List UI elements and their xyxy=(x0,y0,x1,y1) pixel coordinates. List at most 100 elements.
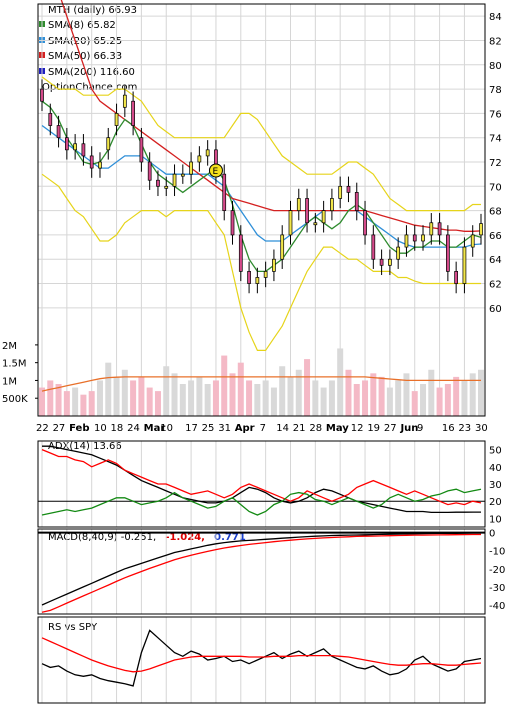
candle-body xyxy=(114,113,119,126)
candle-body xyxy=(131,100,135,126)
macd-vertical-grid xyxy=(41,529,465,614)
adx-tick-label: 20 xyxy=(489,497,502,508)
volume-bar xyxy=(80,394,87,416)
candle-body xyxy=(230,210,235,236)
volume-tick-label: 1M xyxy=(2,376,17,387)
macd-series-macd xyxy=(41,532,481,606)
volume-bar xyxy=(96,380,103,416)
candle-body xyxy=(288,210,293,236)
volume-bar xyxy=(179,384,186,416)
adx-vertical-grid xyxy=(41,441,465,527)
volume-bar xyxy=(370,373,377,416)
x-tick-label: 12 xyxy=(351,423,364,434)
earnings-marker-label: E xyxy=(212,167,218,177)
volume-bar xyxy=(312,380,319,416)
candle-body xyxy=(64,137,69,151)
bollinger-lower xyxy=(41,173,481,351)
candle-body xyxy=(346,185,351,193)
volume-bar xyxy=(212,380,219,416)
candle-body xyxy=(363,210,367,236)
price-tick-label: 82 xyxy=(489,36,502,47)
volume-bar xyxy=(320,387,327,416)
macd-tick-label: 0 xyxy=(489,529,495,540)
x-tick-label: 9 xyxy=(417,423,423,434)
x-tick-label: 10 xyxy=(94,423,107,434)
volume-bar xyxy=(279,366,286,416)
volume-bar xyxy=(453,376,460,416)
candle-body xyxy=(379,258,384,266)
x-tick-label: 10 xyxy=(160,423,173,434)
candle-body xyxy=(238,234,243,272)
candle-body xyxy=(247,271,251,284)
volume-bar xyxy=(146,387,153,416)
candles xyxy=(40,79,483,294)
x-tick-label: Mar xyxy=(144,423,166,434)
candle-body xyxy=(48,113,53,126)
candle-body xyxy=(222,173,227,211)
volume-bar xyxy=(188,380,195,416)
adx-tick-label: 50 xyxy=(489,446,502,457)
macd-series-signal xyxy=(41,533,481,613)
volume-bar xyxy=(72,387,79,416)
volume-bar xyxy=(262,380,269,416)
x-tick-label: 28 xyxy=(309,423,322,434)
volume-bar xyxy=(47,380,54,416)
macd-title: MACD(8,40,9) -0.251, -1.024, 0.771 xyxy=(48,532,246,543)
adx-title: ADX(14) 13.66 xyxy=(48,441,122,452)
price-tick-label: 62 xyxy=(489,280,502,291)
volume-bar xyxy=(386,387,393,416)
candle-body xyxy=(180,173,185,177)
adx-series-di xyxy=(41,488,482,516)
candle-body xyxy=(296,198,301,211)
rs-series-rs-ma xyxy=(41,637,482,673)
price-tick-label: 80 xyxy=(489,61,502,72)
volume-bar xyxy=(196,376,203,416)
candle-body xyxy=(73,143,77,151)
volume-bar xyxy=(444,384,451,416)
candle-body xyxy=(122,94,127,108)
adx-series-adx xyxy=(42,445,481,514)
volume-bar xyxy=(353,384,360,416)
candle-body xyxy=(89,155,94,169)
volume-tick-label: 500K xyxy=(2,394,28,405)
legend-sma50: SMA(50) 66.33 xyxy=(48,51,122,62)
candle-body xyxy=(338,185,343,199)
x-tick-label: 17 xyxy=(185,423,198,434)
candle-body xyxy=(396,246,401,260)
candle-body xyxy=(272,258,276,272)
candle-body xyxy=(164,185,169,189)
x-tick-label: 30 xyxy=(475,423,488,434)
volume-bar xyxy=(113,376,120,416)
candle-body xyxy=(156,179,160,187)
x-tick-label: Apr xyxy=(235,423,255,434)
rs-vertical-grid xyxy=(41,617,465,703)
candle-body xyxy=(321,210,326,224)
adx-tick-label: 10 xyxy=(489,514,502,525)
rs-title: RS vs SPY xyxy=(48,622,98,633)
legend-sma20: SMA(20) 65.25 xyxy=(48,36,122,47)
adx-tick-label: 40 xyxy=(489,463,502,474)
price-tick-label: 64 xyxy=(489,255,502,266)
x-tick-label: 25 xyxy=(202,423,215,434)
candle-body xyxy=(205,149,210,157)
bollinger-upper xyxy=(41,76,481,212)
macd-tick-label: -20 xyxy=(489,565,505,576)
volume-bar xyxy=(436,387,443,416)
candle-body xyxy=(56,125,61,139)
adx-series-di xyxy=(41,448,482,506)
x-tick-label: 21 xyxy=(293,423,306,434)
candle-body xyxy=(388,258,392,266)
x-tick-label: 24 xyxy=(127,423,140,434)
candle-body xyxy=(147,161,152,181)
volume-bar xyxy=(63,391,70,416)
candle-body xyxy=(313,222,318,226)
legend-sma8: SMA(8) 65.82 xyxy=(48,20,116,31)
candle-body xyxy=(98,161,102,169)
x-tick-label: 22 xyxy=(36,423,49,434)
x-tick-label: 27 xyxy=(384,423,397,434)
candle-body xyxy=(280,234,285,260)
macd-frame xyxy=(37,528,486,615)
volume-bar xyxy=(403,373,410,416)
candle-body xyxy=(437,222,442,236)
